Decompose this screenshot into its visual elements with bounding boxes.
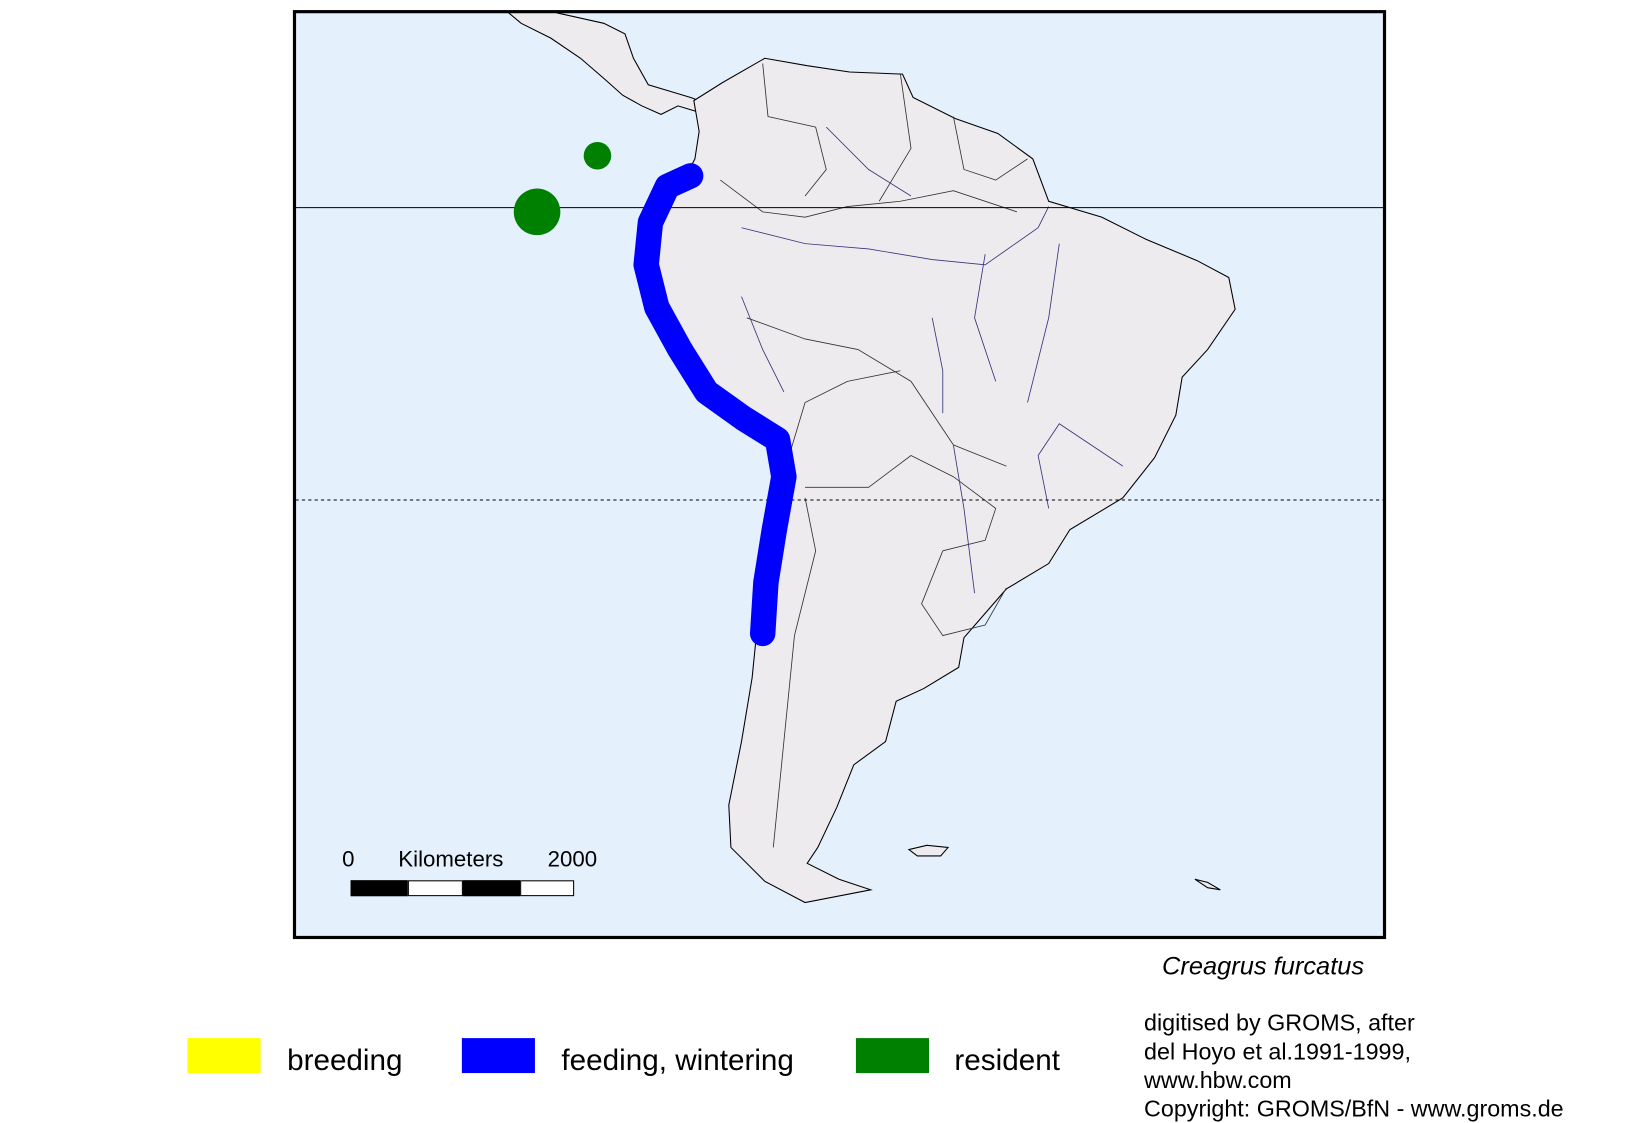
legend-label-resident: resident: [954, 1043, 1060, 1077]
credit-line: www.hbw.com: [1144, 1066, 1292, 1094]
rivers: [741, 126, 1124, 594]
falkland-islands: [907, 844, 950, 857]
country-borders: [720, 63, 1028, 848]
legend-swatch-resident: [855, 1038, 930, 1074]
legend-swatch-feeding: [461, 1038, 535, 1074]
feeding-wintering-range: [633, 163, 797, 647]
credit-line: Copyright: GROMS/BfN - www.groms.de: [1144, 1095, 1564, 1122]
resident-range-malpelo: [583, 141, 612, 170]
legend-label-breeding: breeding: [287, 1043, 403, 1077]
range-map: [292, 10, 1387, 940]
legend-label-feeding: feeding, wintering: [561, 1043, 794, 1077]
scale-start-label: 0: [342, 847, 355, 872]
south-georgia: [1194, 878, 1221, 891]
resident-range-galapagos: [513, 188, 561, 236]
scale-unit-label: Kilometers: [398, 847, 504, 872]
credit-line: del Hoyo et al.1991-1999,: [1144, 1038, 1411, 1065]
species-name: Creagrus furcatus: [1162, 952, 1365, 981]
credit-line: digitised by GROMS, after: [1144, 1009, 1415, 1036]
legend-swatch-breeding: [187, 1038, 261, 1074]
scale-end-label: 2000: [547, 847, 598, 872]
